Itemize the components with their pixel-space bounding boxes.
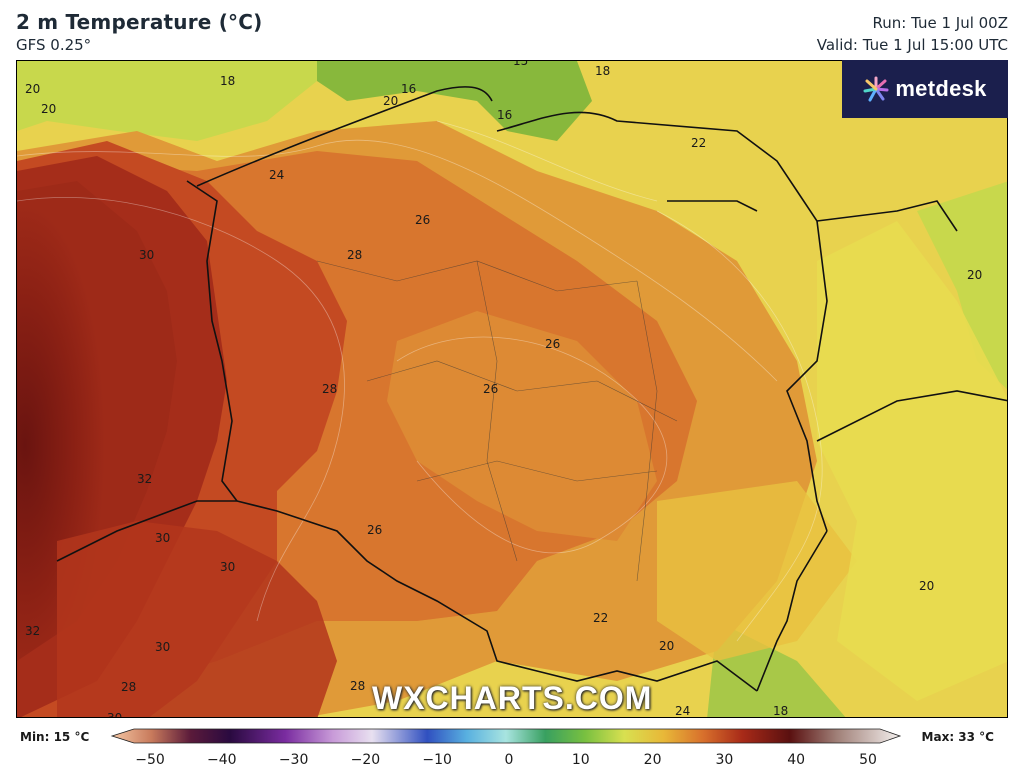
label-28-d: 28: [350, 679, 365, 693]
label-20-a: 20: [25, 82, 40, 96]
label-30-e: 30: [107, 711, 122, 718]
scale-tick-label: −40: [207, 752, 237, 768]
label-18-b: 18: [595, 64, 610, 78]
label-30-b: 30: [155, 531, 170, 545]
label-30-d: 30: [155, 640, 170, 654]
label-20-f: 20: [659, 639, 674, 653]
label-26-d: 26: [367, 523, 382, 537]
label-28-c: 28: [121, 680, 136, 694]
label-15: 15: [513, 61, 528, 68]
metdesk-logo[interactable]: metdesk: [842, 60, 1008, 118]
model-label: GFS 0.25°: [16, 36, 92, 54]
scale-tick-label: 50: [859, 752, 877, 768]
watermark: WXCHARTS.COM: [372, 680, 653, 716]
label-18-c: 18: [773, 704, 788, 718]
zone-yellow-se: [657, 481, 857, 661]
label-30-a: 30: [139, 248, 154, 262]
label-20-e: 20: [919, 579, 934, 593]
label-26-c: 26: [483, 382, 498, 396]
color-scale: Min: 15 °C Max: 33 °C: [0, 722, 1024, 784]
label-28-b: 28: [322, 382, 337, 396]
label-24-b: 24: [675, 704, 690, 718]
zone-yellowgreen-nw: [17, 61, 317, 141]
zone-czech: [57, 521, 337, 717]
scale-tick-label: 10: [571, 752, 590, 768]
isotherm-labels: 20 20 18 15 18 16 20 16 22 24 26 28 30 2…: [25, 61, 982, 718]
metdesk-wordmark: metdesk: [895, 76, 987, 101]
scale-min-label: Min: 15 °C: [20, 730, 90, 744]
region-borders: [316, 260, 678, 582]
temperature-map: 20 20 18 15 18 16 20 16 22 24 26 28 30 2…: [16, 60, 1008, 718]
scale-tick-label: −50: [135, 752, 165, 768]
label-32-a: 32: [137, 472, 152, 486]
label-20-b: 20: [41, 102, 56, 116]
scale-tick-label: 20: [643, 752, 662, 768]
scale-tick-label: 30: [715, 752, 734, 768]
valid-time: Valid: Tue 1 Jul 15:00 UTC: [816, 36, 1008, 54]
scale-tick-label: 40: [787, 752, 806, 768]
zone-green-north: [317, 61, 592, 141]
label-16-b: 16: [497, 108, 512, 122]
label-16-a: 16: [401, 82, 416, 96]
label-18-a: 18: [220, 74, 235, 88]
scale-tick-label: 0: [504, 752, 514, 768]
label-32-b: 32: [25, 624, 40, 638]
label-24-a: 24: [269, 168, 284, 182]
label-28-a: 28: [347, 248, 362, 262]
chart-title: 2 m Temperature (°C): [16, 10, 263, 34]
country-borders: [56, 86, 1007, 692]
scale-tick-label: −20: [350, 752, 381, 768]
scale-bar: [110, 728, 902, 744]
zone-central: [387, 311, 657, 541]
label-26-b: 26: [545, 337, 560, 351]
scale-max-label: Max: 33 °C: [921, 730, 994, 744]
metdesk-star-icon: [863, 76, 889, 102]
zone-yellowgreen-east: [917, 181, 1007, 390]
label-20-c: 20: [383, 94, 398, 108]
label-30-c: 30: [220, 560, 235, 574]
label-26-a: 26: [415, 213, 430, 227]
label-22-a: 22: [691, 136, 706, 150]
label-22-b: 22: [593, 611, 608, 625]
scale-tick-label: −30: [278, 752, 309, 768]
zone-yellow-east: [817, 221, 1007, 701]
label-20-d: 20: [967, 268, 982, 282]
scale-tick-label: −10: [422, 752, 452, 768]
contour-lines: [17, 120, 823, 642]
run-time: Run: Tue 1 Jul 00Z: [872, 14, 1008, 32]
